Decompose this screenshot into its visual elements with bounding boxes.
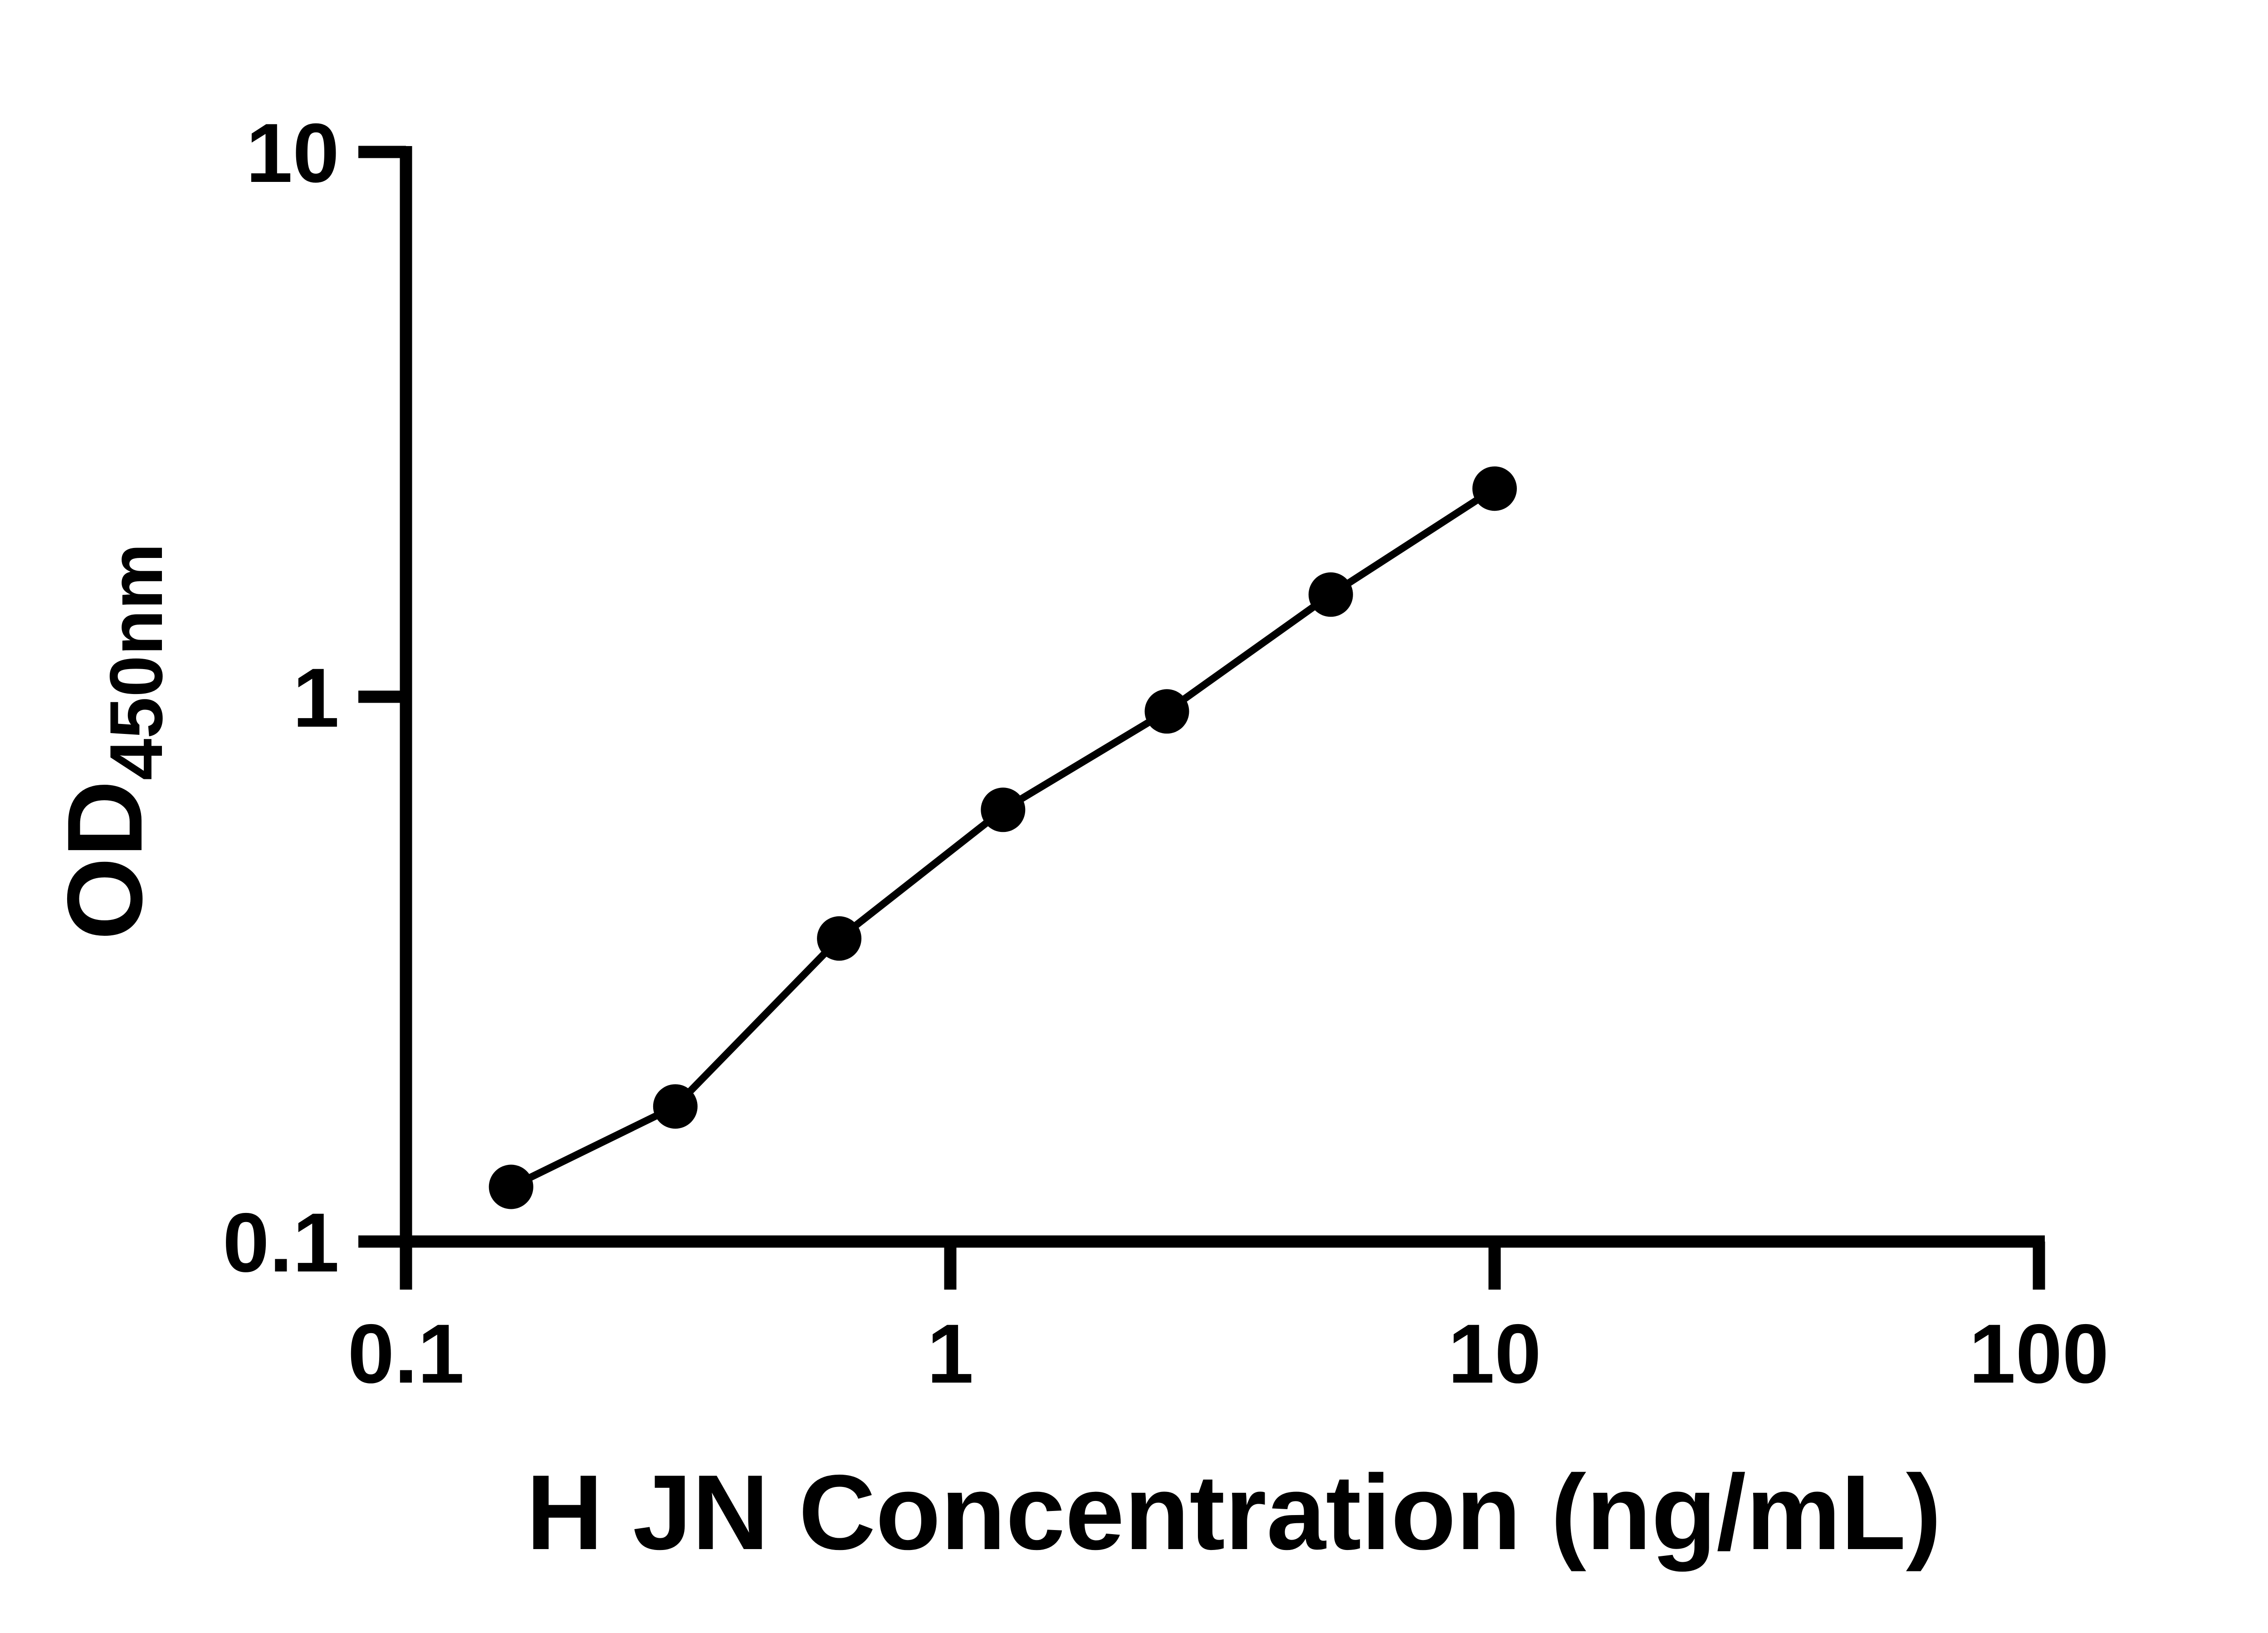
y-tick-label: 10 <box>246 107 339 200</box>
data-point <box>1308 572 1353 617</box>
y-axis-title-subscript: 450nm <box>94 543 178 780</box>
data-point <box>653 1084 698 1129</box>
x-tick-label: 1 <box>927 1307 974 1401</box>
data-point <box>1144 689 1189 734</box>
data-point <box>817 916 862 961</box>
axes <box>400 146 2045 1248</box>
y-axis-title-main: OD <box>45 780 164 940</box>
axis-tick-labels: 10 1 0.10.1 1 10 100 <box>223 107 2109 1401</box>
x-tick-label: 0.1 <box>347 1307 464 1401</box>
y-axis-title: OD450nm <box>45 543 178 940</box>
axis-ticks <box>358 146 2045 1290</box>
data-point <box>1472 466 1517 511</box>
x-tick-label: 100 <box>1969 1307 2109 1401</box>
data-point <box>981 787 1026 832</box>
y-tick-label: 1 <box>293 651 339 745</box>
y-tick-label: 0.1 <box>223 1196 339 1290</box>
data-point <box>489 1164 533 1209</box>
x-tick-label: 10 <box>1448 1307 1541 1401</box>
x-axis-title: H JN Concentration (ng/mL) <box>526 1452 1941 1572</box>
data-series <box>489 466 1517 1209</box>
